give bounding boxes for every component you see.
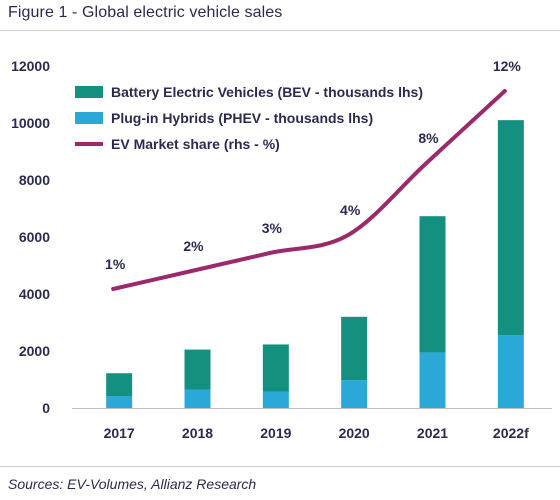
market-share-labels: 1% 2% 3% 4% 8% 12%	[105, 58, 521, 272]
bar-bev-2018	[184, 349, 211, 390]
y-tick-label: 4000	[19, 286, 50, 302]
top-divider	[0, 30, 560, 31]
y-tick-label: 12000	[11, 58, 50, 74]
y-axis-ticks: 0 2000 4000 6000 8000 10000 12000	[11, 58, 50, 416]
bar-phev-2019	[262, 391, 289, 408]
bar-phev-2018	[184, 389, 211, 408]
chart: 0 2000 4000 6000 8000 10000 12000 2017 2018 2019…	[11, 58, 552, 441]
market-share-label-2018: 2%	[183, 238, 204, 254]
bar-phev-2022f	[497, 335, 524, 408]
y-tick-label: 8000	[19, 172, 50, 188]
legend: Battery Electric Vehicles (BEV - thousan…	[75, 84, 423, 152]
legend-label: Plug-in Hybrids (PHEV - thousands lhs)	[111, 110, 373, 126]
x-tick-label: 2020	[339, 425, 370, 441]
market-share-label-2019: 3%	[262, 220, 283, 236]
x-tick-label: 2018	[182, 425, 213, 441]
legend-label: EV Market share (rhs - %)	[111, 136, 280, 152]
market-share-line	[111, 89, 507, 291]
market-share-label-2017: 1%	[105, 256, 126, 272]
bar-bev-2022f	[497, 120, 524, 336]
y-tick-label: 6000	[19, 229, 50, 245]
legend-swatch-bev	[75, 86, 103, 98]
market-share-label-2022f: 12%	[493, 58, 522, 74]
bar-bev-2019	[262, 344, 289, 392]
market-share-label-2020: 4%	[340, 202, 361, 218]
market-share-label-2021: 8%	[418, 130, 439, 146]
figure-title: Figure 1 - Global electric vehicle sales	[8, 4, 283, 21]
legend-swatch-phev	[75, 112, 103, 124]
x-tick-label: 2017	[104, 425, 135, 441]
x-tick-label: 2022f	[493, 425, 529, 441]
y-tick-label: 2000	[19, 343, 50, 359]
x-tick-label: 2019	[260, 425, 291, 441]
x-axis-ticks: 2017 2018 2019 2020 2021 2022f	[104, 425, 529, 441]
y-tick-label: 10000	[11, 115, 50, 131]
bar-phev-2021	[419, 352, 446, 408]
y-tick-label: 0	[42, 400, 50, 416]
bar-bev-2017	[106, 373, 133, 397]
bars-layer	[106, 120, 524, 408]
x-tick-label: 2021	[417, 425, 448, 441]
bar-phev-2017	[106, 396, 133, 408]
bar-phev-2020	[341, 380, 368, 408]
bar-bev-2020	[341, 316, 368, 381]
source-note: Sources: EV-Volumes, Allianz Research	[8, 476, 257, 492]
bottom-divider	[0, 466, 560, 467]
bar-bev-2021	[419, 216, 446, 353]
legend-label: Battery Electric Vehicles (BEV - thousan…	[111, 84, 423, 100]
